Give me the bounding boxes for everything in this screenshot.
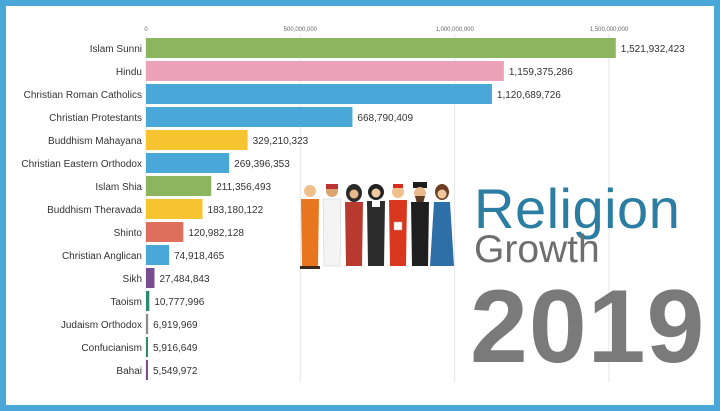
category-label: Buddhism Theravada [47,205,142,216]
bar [146,176,212,196]
value-label: 183,180,122 [208,205,264,216]
bar-chart: 0 500,000,000 1,000,000,000 1,500,000,000 Is… [21,27,685,382]
category-label: Islam Shia [95,182,142,193]
bar [146,107,353,127]
sheikh-figure [322,184,342,267]
category-label: Christian Anglican [62,251,142,262]
value-label: 10,777,996 [154,297,204,308]
value-label: 27,484,843 [159,274,209,285]
value-label: 74,918,465 [174,251,224,262]
x-tick-label: 1,000,000,000 [435,27,474,33]
value-label: 5,549,972 [153,366,198,377]
value-label: 211,356,493 [216,182,271,193]
value-label: 5,916,649 [153,343,198,354]
bar [146,153,230,173]
x-tick-label: 1,500,000,000 [590,27,629,33]
title-year: 2019 [470,269,706,385]
category-label: Christian Eastern Orthodox [21,159,142,170]
category-label: Islam Sunni [90,44,142,55]
value-label: 120,982,128 [188,228,244,239]
woman-figure [430,184,454,266]
bar [146,84,492,104]
bar [146,199,203,219]
value-label: 1,120,689,726 [497,90,561,101]
bar [146,268,155,288]
bar [146,360,148,380]
value-label: 329,210,323 [253,136,309,147]
value-label: 6,919,969 [153,320,198,331]
bar [146,38,616,58]
monk-figure [300,185,320,269]
bar [146,314,149,334]
category-label: Taoism [110,297,142,308]
people-illustration [300,182,454,269]
category-label: Christian Protestants [49,113,142,124]
bar [146,245,170,265]
bar [146,337,148,357]
rabbi-figure [411,182,429,266]
nun-figure [367,184,385,266]
category-label: Bahai [116,366,142,377]
category-label: Confucianism [81,343,142,354]
value-label: 269,396,353 [234,159,290,170]
category-label: Shinto [114,228,143,239]
cardinal-figure [389,184,407,266]
category-label: Buddhism Mahayana [48,136,142,147]
title-growth: Growth [474,228,600,271]
bar [146,130,248,150]
value-label: 668,790,409 [357,113,413,124]
value-label: 1,159,375,286 [509,67,573,78]
bar [146,222,184,242]
bar [146,291,150,311]
category-label: Hindu [116,67,142,78]
hijab-figure [345,184,363,266]
category-label: Sikh [123,274,142,285]
category-label: Judaism Orthodox [61,320,142,331]
x-tick-label: 500,000,000 [284,27,318,33]
category-label: Christian Roman Catholics [24,90,142,101]
bar [146,61,504,81]
x-tick-label: 0 [144,27,148,33]
value-label: 1,521,932,423 [621,44,685,55]
title-religion: Religion [474,177,681,240]
